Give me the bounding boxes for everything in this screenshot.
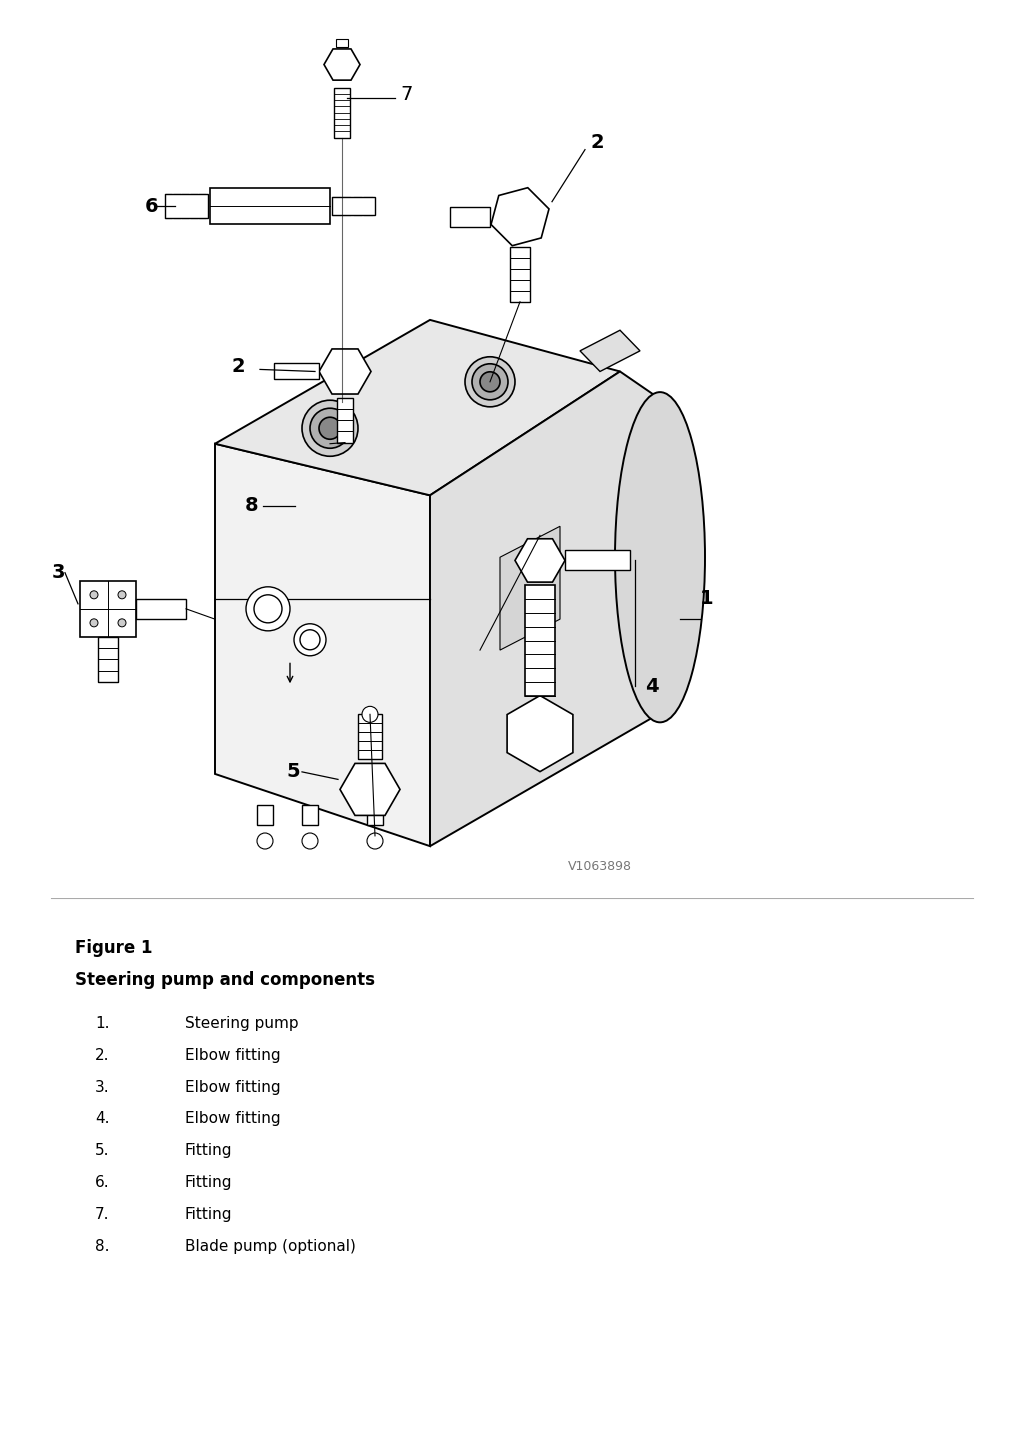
Text: 5.: 5.	[95, 1144, 110, 1158]
Text: 2: 2	[231, 356, 245, 376]
Text: 6.: 6.	[95, 1176, 110, 1190]
Bar	[565, 550, 630, 571]
Circle shape	[465, 356, 515, 407]
Polygon shape	[430, 372, 680, 846]
Polygon shape	[215, 320, 620, 495]
Text: Elbow fitting: Elbow fitting	[185, 1047, 281, 1063]
Polygon shape	[507, 695, 572, 772]
Circle shape	[90, 618, 98, 627]
Circle shape	[300, 630, 319, 650]
Polygon shape	[580, 330, 640, 372]
Polygon shape	[340, 763, 400, 815]
Text: 2.: 2.	[95, 1047, 110, 1063]
Text: 8.: 8.	[95, 1239, 110, 1254]
Polygon shape	[515, 539, 565, 582]
Circle shape	[118, 618, 126, 627]
Text: Elbow fitting: Elbow fitting	[185, 1080, 281, 1095]
Text: Fitting: Fitting	[185, 1208, 232, 1222]
Bar	[450, 207, 490, 227]
Text: Elbow fitting: Elbow fitting	[185, 1112, 281, 1127]
Text: 1: 1	[700, 589, 714, 608]
Text: Blade pump (optional): Blade pump (optional)	[185, 1239, 356, 1254]
Circle shape	[246, 586, 290, 631]
Bar	[257, 805, 273, 825]
Bar	[136, 599, 186, 618]
Bar	[98, 637, 118, 682]
Circle shape	[254, 595, 282, 623]
Text: 3.: 3.	[95, 1080, 110, 1095]
Text: Figure 1: Figure 1	[75, 938, 153, 957]
Polygon shape	[319, 349, 371, 394]
Bar	[336, 39, 348, 46]
Text: 7: 7	[400, 85, 413, 104]
Circle shape	[257, 833, 273, 849]
Bar	[165, 194, 208, 219]
Ellipse shape	[615, 392, 705, 723]
Circle shape	[302, 400, 358, 456]
Bar	[210, 188, 330, 224]
Circle shape	[480, 372, 500, 392]
Circle shape	[310, 408, 350, 449]
Bar	[367, 805, 383, 825]
Text: 4.: 4.	[95, 1112, 110, 1127]
Text: 1.: 1.	[95, 1015, 110, 1031]
Text: 5: 5	[287, 762, 300, 782]
Circle shape	[472, 363, 508, 400]
Bar	[334, 87, 350, 138]
Circle shape	[319, 417, 341, 439]
Text: 8: 8	[245, 497, 259, 515]
Circle shape	[118, 591, 126, 599]
Polygon shape	[324, 49, 360, 80]
Bar	[80, 581, 136, 637]
Bar	[302, 805, 318, 825]
Bar	[337, 398, 353, 443]
Text: V1063898: V1063898	[568, 860, 632, 873]
Text: Fitting: Fitting	[185, 1176, 232, 1190]
Polygon shape	[215, 443, 430, 846]
Bar	[358, 714, 382, 759]
Circle shape	[294, 624, 326, 656]
Circle shape	[367, 833, 383, 849]
Circle shape	[302, 833, 318, 849]
Text: 4: 4	[645, 676, 658, 695]
Polygon shape	[500, 526, 560, 650]
Bar	[332, 197, 375, 216]
Text: Fitting: Fitting	[185, 1144, 232, 1158]
Bar	[510, 246, 530, 301]
Text: Steering pump: Steering pump	[185, 1015, 299, 1031]
Circle shape	[362, 707, 378, 723]
Text: Steering pump and components: Steering pump and components	[75, 970, 375, 989]
Polygon shape	[492, 188, 549, 246]
Text: 3: 3	[51, 563, 65, 582]
Text: 6: 6	[144, 197, 158, 216]
Text: 2: 2	[590, 133, 603, 152]
Bar	[274, 363, 319, 379]
Circle shape	[90, 591, 98, 599]
Text: 7.: 7.	[95, 1208, 110, 1222]
Bar	[525, 585, 555, 695]
